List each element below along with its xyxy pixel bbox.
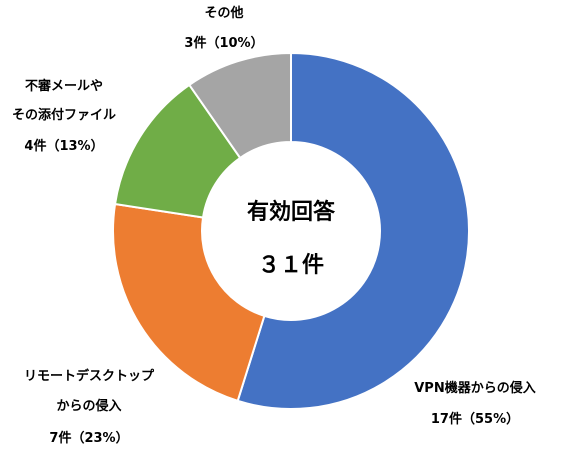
slice-label-vpn: VPN機器からの侵入 17件（55%） [414, 380, 535, 427]
svg-text:3件（10%）: 3件（10%） [184, 35, 263, 51]
center-label-line-1: 有効回答 [247, 199, 336, 225]
svg-text:VPN機器からの侵入: VPN機器からの侵入 [414, 380, 535, 396]
svg-text:その添付ファイル: その添付ファイル [12, 107, 116, 123]
slice-label-suspicious-mail-line-2: その添付ファイル [12, 107, 116, 123]
slice-label-remote-desktop: リモートデスクトップ からの侵入 7件（23%） [24, 368, 155, 446]
slice-label-remote-desktop-line-2: からの侵入 [56, 398, 121, 414]
svg-text:17件（55%）: 17件（55%） [431, 411, 519, 427]
svg-text:からの侵入: からの侵入 [56, 398, 121, 414]
slice-label-suspicious-mail-line-1: 不審メールや [25, 78, 103, 94]
donut-slice-remote-desktop [112, 202, 266, 403]
svg-text:リモートデスクトップ: リモートデスクトップ [24, 368, 155, 384]
slice-label-remote-desktop-line-1: リモートデスクトップ [24, 368, 155, 384]
slice-label-remote-desktop-line-3: 7件（23%） [49, 430, 128, 446]
donut-slices [112, 51, 470, 410]
svg-text:不審メールや: 不審メールや [25, 78, 103, 94]
slice-label-other-line-2: 3件（10%） [184, 35, 263, 51]
slice-label-vpn-line-2: 17件（55%） [431, 411, 519, 427]
svg-text:その他: その他 [204, 5, 243, 21]
svg-text:4件（13%）: 4件（13%） [24, 138, 103, 154]
slice-label-vpn-line-1: VPN機器からの侵入 [414, 380, 535, 396]
slice-label-suspicious-mail: 不審メールや その添付ファイル 4件（13%） [12, 78, 116, 154]
slice-label-suspicious-mail-line-3: 4件（13%） [24, 138, 103, 154]
center-label-line-2: ３１件 [258, 253, 324, 278]
donut-slice-vpn [236, 51, 470, 410]
svg-text:有効回答: 有効回答 [247, 199, 336, 225]
svg-text:３１件: ３１件 [258, 253, 324, 278]
slice-label-other-line-1: その他 [204, 5, 243, 21]
svg-text:7件（23%）: 7件（23%） [49, 430, 128, 446]
slice-label-other: その他 3件（10%） [184, 5, 263, 51]
donut-slice-other [187, 51, 292, 160]
